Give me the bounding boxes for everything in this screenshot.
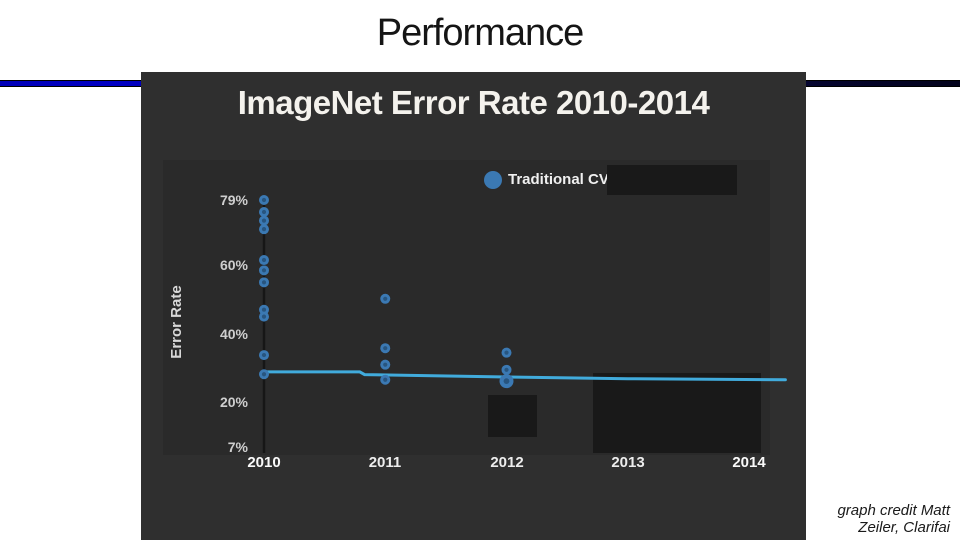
slide-title: Performance: [376, 12, 585, 54]
data-point-core: [261, 268, 267, 273]
graph-credit-line2: Zeiler, Clarifai: [858, 519, 950, 536]
data-point-core: [504, 367, 509, 372]
x-axis-tick-label: 2010: [247, 454, 281, 471]
data-point-core: [383, 296, 388, 301]
y-axis-tick-label: 20%: [219, 394, 248, 410]
graph-credit-line1: graph credit Matt: [837, 502, 950, 519]
data-point-core: [261, 280, 267, 285]
x-axis-tick-label: 2013: [611, 454, 645, 471]
data-point-core: [261, 372, 267, 377]
data-point-core: [261, 352, 267, 358]
data-point-core: [383, 377, 388, 382]
x-axis-tick-label: 2012: [490, 454, 524, 471]
data-point-core: [261, 227, 267, 232]
imagenet-error-chart: ImageNet Error Rate 2010-2014 Traditiona…: [141, 72, 806, 540]
legend-marker-traditional-cv: [484, 171, 502, 189]
redacted-region: [488, 395, 537, 437]
data-point-core: [383, 362, 388, 367]
data-point-core: [261, 314, 267, 319]
y-axis-tick-label: 40%: [219, 326, 248, 342]
redacted-region: [607, 165, 737, 195]
trend-line-traditional-cv: [262, 370, 787, 382]
x-axis-tick-label: 2014: [732, 454, 766, 471]
data-point-core: [503, 378, 510, 385]
chart-title: ImageNet Error Rate 2010-2014: [237, 84, 710, 121]
data-point-core: [504, 350, 509, 355]
data-point-core: [261, 257, 267, 263]
y-axis-title: Error Rate: [168, 285, 185, 359]
y-axis-tick-label: 79%: [219, 192, 248, 208]
redacted-region: [593, 373, 761, 453]
data-point-core: [261, 307, 267, 312]
y-axis-tick-label: 7%: [227, 439, 248, 455]
data-point-core: [383, 346, 388, 351]
data-point-core: [261, 218, 267, 223]
x-axis-tick-label: 2011: [368, 454, 402, 471]
chart-canvas: [259, 195, 787, 453]
data-point-core: [261, 197, 267, 203]
y-axis-tick-label: 60%: [219, 257, 248, 273]
graph-credit: graph credit Matt Zeiler, Clarifai: [837, 502, 950, 536]
legend-label-traditional-cv: Traditional CV: [508, 171, 609, 188]
data-point-core: [261, 209, 267, 215]
